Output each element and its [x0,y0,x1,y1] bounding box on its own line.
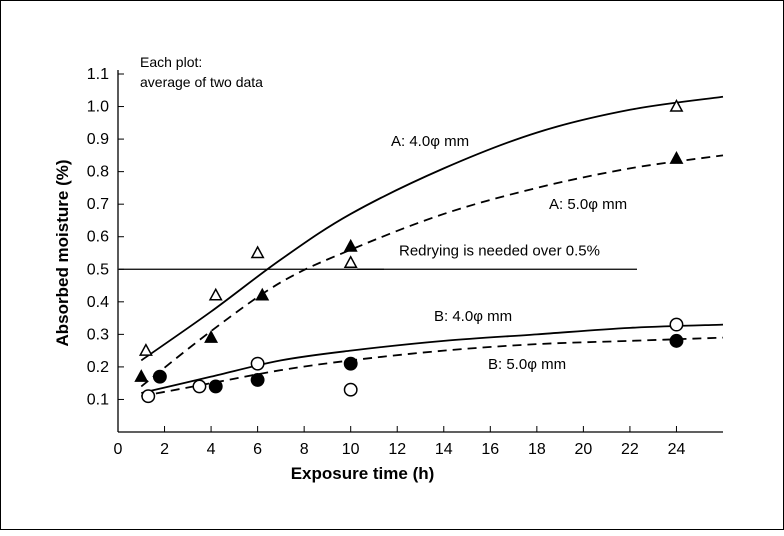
y-tick-label: 0.8 [87,164,109,181]
x-tick-label: 20 [574,441,592,458]
x-tick-label: 10 [342,441,360,458]
y-tick-label: 0.1 [87,391,109,408]
x-tick-label: 6 [253,441,262,458]
x-tick-label: 24 [668,441,686,458]
x-tick-label: 12 [388,441,406,458]
series-line-b-4-0 [141,323,724,394]
x-tick-label: 18 [528,441,546,458]
data-point-a-5-0 [669,151,684,164]
series-line-a-4-0 [140,95,724,362]
x-tick-label: 2 [160,441,169,458]
y-axis-title: Absorbed moisture (%) [53,159,72,346]
y-tick-label: 1.1 [87,66,109,83]
data-point-a-4-0 [343,255,358,269]
series-label-b-5-0: B: 5.0φ mm [488,356,566,373]
data-point-b-5-0 [669,333,684,348]
series-line-a-5-0 [140,154,724,388]
data-point-a-4-0 [208,287,223,301]
x-tick-label: 22 [621,441,639,458]
series-label-b-4-0: B: 4.0φ mm [434,308,512,325]
data-point-a-5-0 [343,238,358,252]
plot-note-line: Each plot: [140,54,202,70]
plot-note-line: average of two data [140,74,263,90]
y-tick-label: 0.9 [87,131,109,148]
data-point-b-4-0 [343,382,358,397]
x-tick-label: 16 [481,441,499,458]
series-label-a-5-0: A: 5.0φ mm [549,196,627,213]
y-tick-label: 0.2 [87,359,109,376]
data-point-a-4-0 [250,245,265,259]
markers [134,98,684,404]
x-axis-title: Exposure time (h) [291,464,435,483]
data-point-a-5-0 [134,369,149,382]
data-point-b-5-0 [152,369,167,384]
y-tick-label: 0.6 [87,229,109,246]
y-tick-label: 1.0 [87,99,109,116]
labels: Each plot: average of two data Redrying is… [140,54,627,373]
data-point-a-4-0 [138,343,153,356]
x-tick-label: 14 [435,441,453,458]
data-point-a-5-0 [255,287,270,301]
data-point-b-4-0 [250,356,265,371]
y-tick-label: 0.4 [87,294,109,311]
y-tick-label: 0.5 [87,261,109,278]
y-tick-label: 0.3 [87,326,109,343]
threshold-label: Redrying is needed over 0.5% [399,242,600,259]
y-tick-label: 0.7 [87,196,109,213]
data-point-b-4-0 [141,389,156,404]
curves [140,95,724,398]
series-line-b-5-0 [141,336,724,398]
data-point-b-5-0 [343,356,358,371]
x-tick-label: 0 [114,441,123,458]
data-point-a-4-0 [669,98,684,112]
data-point-b-5-0 [250,372,265,387]
data-point-a-5-0 [204,330,219,343]
x-tick-label: 8 [300,441,309,458]
data-point-b-4-0 [192,379,207,394]
x-tick-label: 4 [207,441,216,458]
data-point-b-5-0 [208,379,223,394]
data-point-b-4-0 [669,317,684,332]
axes: 0 2 4 6 8 10 12 14 16 18 20 22 240.10.20.30.40.50.60… [53,66,723,483]
series-label-a-4-0: A: 4.0φ mm [391,133,469,150]
